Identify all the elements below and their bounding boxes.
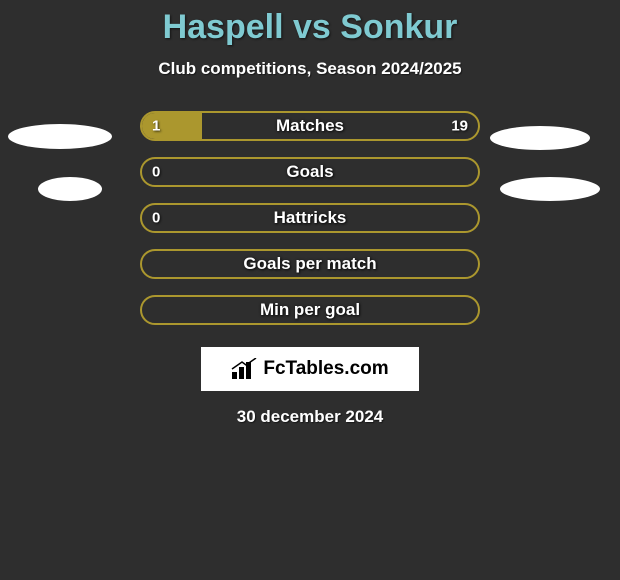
- stat-bar-track: Matches119: [140, 111, 480, 141]
- stat-value-left: 0: [152, 210, 160, 227]
- bars-icon: [231, 358, 257, 380]
- stat-row: Goals per match: [0, 249, 620, 279]
- stat-value-left: 0: [152, 164, 160, 181]
- title-sep: vs: [293, 8, 331, 46]
- brand-text: FcTables.com: [263, 358, 388, 380]
- image-placeholder: [500, 177, 600, 201]
- image-placeholder: [8, 124, 112, 149]
- title-left: Haspell: [163, 8, 284, 46]
- subtitle: Club competitions, Season 2024/2025: [0, 59, 620, 79]
- page-title: Haspell vs Sonkur: [0, 0, 620, 47]
- date-text: 30 december 2024: [0, 407, 620, 427]
- stat-bar-fill-left: [142, 113, 202, 139]
- stat-bar-label: Matches: [276, 116, 344, 136]
- stat-bar-track: Hattricks 0: [140, 203, 480, 233]
- stat-bar-label: Min per goal: [260, 300, 360, 320]
- stat-bar-label: Goals: [286, 162, 333, 182]
- image-placeholder: [490, 126, 590, 150]
- stat-bar-track: Goals per match: [140, 249, 480, 279]
- stat-bar-track: Goals 0: [140, 157, 480, 187]
- title-right: Sonkur: [340, 8, 457, 46]
- brand-box: FcTables.com: [201, 347, 419, 391]
- image-placeholder: [38, 177, 102, 201]
- stat-bar-track: Min per goal: [140, 295, 480, 325]
- stat-value-right: 19: [451, 118, 468, 135]
- stat-row: Min per goal: [0, 295, 620, 325]
- stat-bar-label: Goals per match: [243, 254, 376, 274]
- stat-row: Hattricks 0: [0, 203, 620, 233]
- stat-bar-label: Hattricks: [274, 208, 347, 228]
